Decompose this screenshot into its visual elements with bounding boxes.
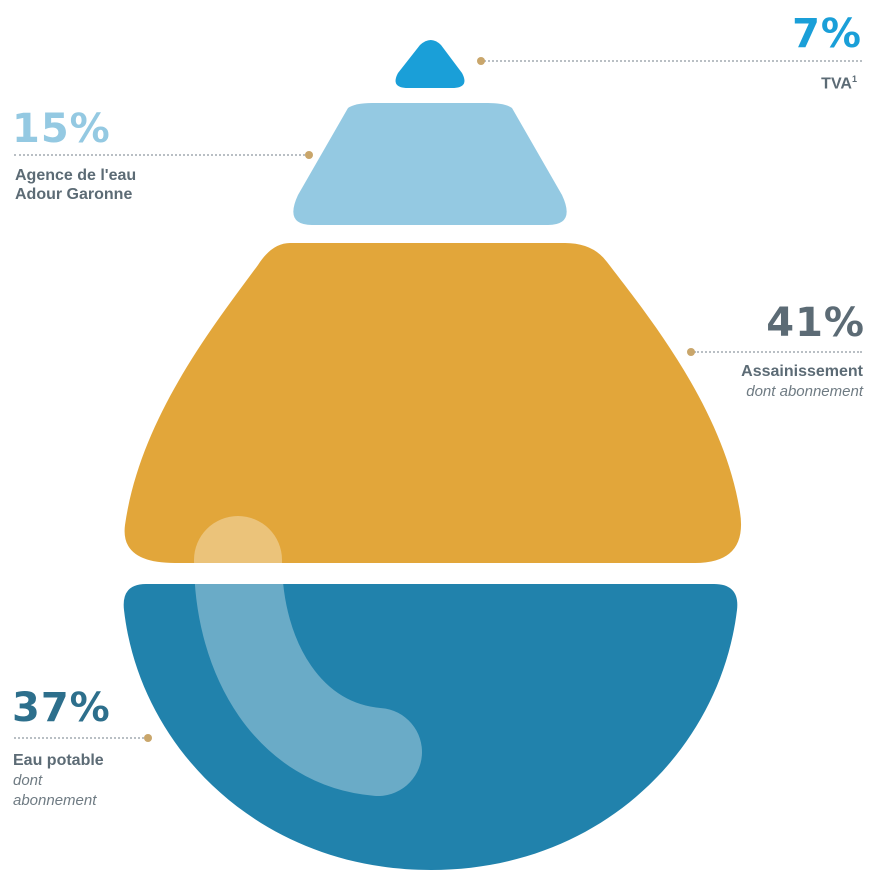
eau-potable-leader-line [14, 737, 148, 739]
tva-footnote: 1 [851, 74, 857, 84]
agence-leader-dot [305, 151, 313, 159]
assainissement-percent: 41% [766, 300, 865, 346]
agence-label-line-1: Agence de l'eau [15, 167, 137, 184]
eau-potable-leader-dot [144, 734, 152, 742]
tva-leader-line [484, 60, 862, 62]
eau-potable-percent: 37% [12, 685, 111, 731]
tva-label: TVA1 [821, 74, 857, 93]
segment-eau-potable [123, 584, 738, 870]
agence-label-line-2: Adour Garonne [15, 186, 133, 203]
highlight-swoosh [194, 516, 422, 796]
eau-potable-sublabel-line-1: dont [13, 772, 43, 789]
segment-agence [293, 103, 567, 225]
assainissement-leader-dot [687, 348, 695, 356]
agence-percent: 15% [12, 106, 111, 152]
segment-tva [395, 40, 465, 88]
eau-potable-sublabel-line-2: abonnement [13, 792, 97, 809]
eau-potable-label: Eau potable [13, 752, 104, 769]
assainissement-leader-line [694, 351, 862, 353]
tva-percent: 7% [792, 11, 862, 57]
assainissement-sublabel: dont abonnement [746, 383, 863, 400]
agence-leader-line [14, 154, 309, 156]
assainissement-label: Assainissement [741, 363, 863, 380]
segment-assainissement [124, 243, 742, 563]
tva-leader-dot [477, 57, 485, 65]
